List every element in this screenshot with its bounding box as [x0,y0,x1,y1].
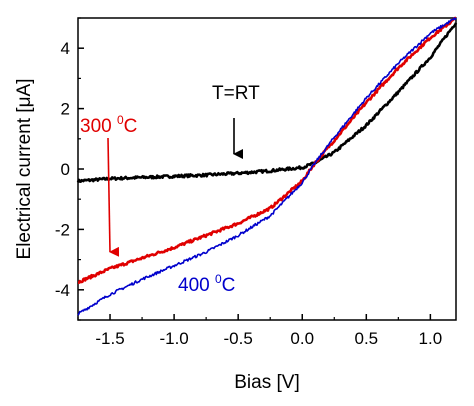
annotation-400c-label: 400 0C [178,272,235,296]
annotation-300c-arrow [107,137,120,257]
annotation-rt-label: T=RT [212,83,260,104]
series-line-2 [77,17,457,316]
series-line-0 [76,22,458,183]
series-line-1 [77,16,457,284]
annotation-300c-sup: 0 [117,113,124,127]
x-tick-label: 0.0 [290,329,314,348]
annotation-300c-label: 300 0C [80,113,137,137]
x-axis-ticks: -1.5 -1.0 -0.5 0.0 0.5 1.0 [77,314,443,348]
x-tick-label: -0.5 [224,329,253,348]
x-axis-title: Bias [V] [234,372,299,393]
x-tick-label: -1.5 [95,329,124,348]
annotation-400c-main: 400 [178,275,215,296]
y-tick-label: 0 [61,160,70,179]
y-tick-label: 4 [61,39,70,58]
x-tick-label: 0.5 [354,329,378,348]
y-axis-ticks: -4 -2 0 2 4 [55,17,84,321]
annotation-300c-tail: C [124,116,138,137]
y-tick-label: 2 [61,100,70,119]
annotation-400c-tail: C [222,275,236,296]
x-tick-label: 1.0 [419,329,443,348]
x-tick-label: -1.0 [159,329,188,348]
annotation-400c-sup: 0 [215,272,222,286]
y-axis-title: Electrical current [μA] [14,79,35,260]
y-tick-label: -2 [55,220,70,239]
annotation-300c-main: 300 [80,116,117,137]
y-tick-label: -4 [55,281,70,300]
series-layer [76,16,458,316]
